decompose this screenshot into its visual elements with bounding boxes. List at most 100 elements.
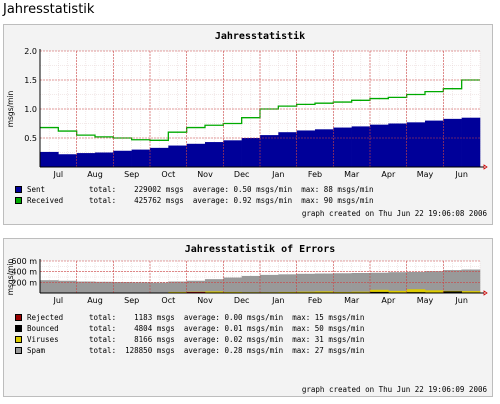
legend-bounced-name: Bounced <box>27 323 59 333</box>
x-tick-label: Dec <box>234 170 249 179</box>
legend-rejected: Rejected total: 1183 msgs average: 0.00 m… <box>15 312 364 322</box>
bar-spam <box>76 281 96 293</box>
bar-spam <box>223 277 242 293</box>
y-tick-label: 1.5 <box>24 76 37 85</box>
bar-sent <box>223 140 242 167</box>
bar-viruses <box>406 289 426 293</box>
bar-sent <box>186 143 206 167</box>
bar-viruses <box>388 290 407 293</box>
bar-viruses <box>296 291 316 293</box>
bar-sent <box>168 145 187 167</box>
x-tick-label: Oct <box>161 170 175 179</box>
legend-rejected-stats: total: 1183 msgs average: 0.00 msgs/min … <box>89 312 365 322</box>
legend-sent-name: Sent <box>27 184 46 194</box>
legend-bounced-swatch <box>15 324 22 332</box>
y-tick-label: 2.0 <box>24 47 37 56</box>
bar-sent <box>351 126 371 167</box>
y-tick-label: 1.0 <box>24 105 37 114</box>
x-tick-label: Sep <box>124 170 139 179</box>
bar-spam <box>241 275 261 293</box>
bar-viruses <box>351 291 371 293</box>
x-tick-label: Mar <box>344 170 360 179</box>
x-tick-label: Jul <box>53 170 64 179</box>
bar-sent <box>76 153 96 167</box>
bar-viruses <box>278 291 297 293</box>
legend-received-name: Received <box>27 195 64 205</box>
chart-title: Jahresstatistik of Errors <box>185 243 336 255</box>
y-tick-label: 0.5 <box>24 134 37 143</box>
y-axis-label: msgs/min <box>6 90 15 127</box>
bar-viruses <box>370 289 389 293</box>
bar-sent <box>113 150 132 167</box>
bar-spam <box>461 269 481 293</box>
legend-rejected-swatch <box>15 313 22 321</box>
bar-spam <box>351 273 371 293</box>
bar-spam <box>58 280 77 293</box>
x-tick-label: Jul <box>53 296 64 305</box>
bar-sent <box>131 149 151 167</box>
x-tick-label: Aug <box>87 170 103 179</box>
legend-rejected-name: Rejected <box>27 312 64 322</box>
bar-bounced <box>370 291 389 293</box>
x-tick-label: Oct <box>161 296 175 305</box>
bar-spam <box>186 280 206 293</box>
bar-sent <box>150 147 169 167</box>
legend-spam-swatch <box>15 346 22 354</box>
y-tick-label: 200 m <box>11 278 37 287</box>
bar-sent <box>205 142 224 167</box>
legend-received-swatch <box>15 196 22 204</box>
bar-spam <box>296 273 316 293</box>
x-tick-label: Jan <box>271 170 284 179</box>
legend-sent: Sent total: 229002 msgs average: 0.50 msg… <box>15 184 373 194</box>
x-tick-label: Dec <box>234 296 249 305</box>
bar-sent <box>388 123 407 167</box>
legend-received-stats: total: 425762 msgs average: 0.92 msgs/mi… <box>89 195 374 205</box>
x-tick-label: Nov <box>197 296 213 305</box>
graph-created-timestamp: graph created on Thu Jun 22 19:06:08 200… <box>301 209 487 218</box>
page-title: Jahresstatistik <box>3 2 95 17</box>
x-tick-label: Jan <box>271 296 284 305</box>
bar-viruses <box>315 291 334 293</box>
legend-sent-stats: total: 229002 msgs average: 0.50 msgs/mi… <box>89 184 374 194</box>
sent-received-chart: Jahresstatistik 0.5 1.0 1.5 2.0 Jul Aug Sep Oct N… <box>6 30 488 179</box>
legend-spam-stats: total: 128850 msgs average: 0.28 msgs/mi… <box>89 345 365 355</box>
legend-bounced-stats: total: 4804 msgs average: 0.01 msgs/min … <box>89 323 365 333</box>
y-axis-label: msgs/min <box>6 258 15 295</box>
bar-spam <box>260 274 279 293</box>
x-tick-label: Nov <box>197 170 213 179</box>
x-tick-label: Jun <box>454 296 468 305</box>
bar-sent <box>370 124 389 167</box>
x-tick-label: Feb <box>308 170 322 179</box>
bar-bounced <box>443 291 462 293</box>
legend-bounced: Bounced total: 4804 msgs average: 0.01 ms… <box>15 323 364 333</box>
bar-spam <box>168 281 187 293</box>
bar-sent <box>241 138 261 167</box>
x-tick-label: Sep <box>124 296 139 305</box>
bar-viruses <box>333 291 352 293</box>
bar-spam <box>443 270 462 293</box>
bar-rejected <box>186 291 206 293</box>
bar-spam <box>278 274 297 293</box>
legend-viruses-stats: total: 8166 msgs average: 0.02 msgs/min … <box>89 334 365 344</box>
bar-viruses <box>223 291 242 293</box>
bar-spam <box>131 282 151 293</box>
bar-sent <box>95 152 114 167</box>
bar-sent <box>315 129 334 167</box>
sent-received-graph: Jahresstatistik 0.5 1.0 1.5 2.0 Jul Aug Sep Oct N… <box>3 24 493 225</box>
bar-viruses <box>425 290 444 293</box>
legend-viruses-swatch <box>15 335 22 343</box>
legend-viruses: Viruses total: 8166 msgs average: 0.02 ms… <box>15 334 364 344</box>
x-tick-label: May <box>417 296 434 305</box>
chart-title: Jahresstatistik <box>215 30 305 42</box>
y-tick-label: 600 m <box>11 257 37 266</box>
bar-sent <box>425 120 444 167</box>
bar-spam <box>333 273 352 293</box>
legend-spam: Spam total: 128850 msgs average: 0.28 msg… <box>15 345 364 355</box>
bar-spam <box>113 282 132 293</box>
x-tick-label: Feb <box>308 296 322 305</box>
bar-sent <box>58 154 77 167</box>
x-tick-label: Mar <box>344 296 360 305</box>
legend-received: Received total: 425762 msgs average: 0.92… <box>15 195 373 205</box>
bar-spam <box>95 281 114 293</box>
x-tick-label: May <box>417 170 434 179</box>
